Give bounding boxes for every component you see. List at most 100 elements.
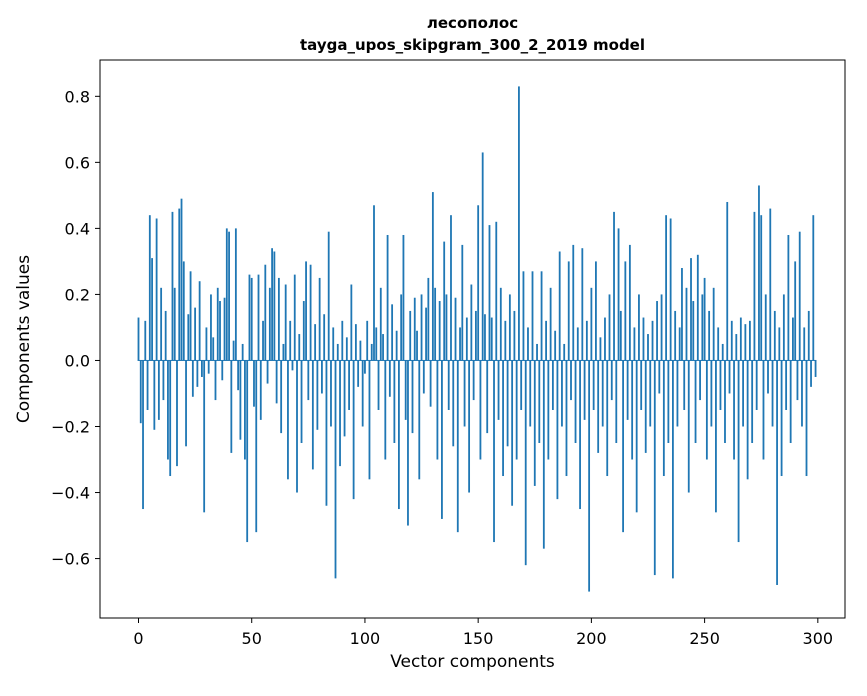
bar xyxy=(751,360,754,443)
bar xyxy=(592,360,595,410)
bar xyxy=(277,277,280,361)
bar xyxy=(377,360,380,410)
bar xyxy=(479,360,482,460)
bar xyxy=(203,360,206,513)
bar xyxy=(155,218,158,361)
bar xyxy=(672,360,674,579)
bar xyxy=(780,360,783,477)
bar xyxy=(398,360,400,510)
bar xyxy=(255,360,258,533)
bar xyxy=(418,360,421,480)
bar xyxy=(565,360,568,477)
bar xyxy=(198,281,201,361)
bar xyxy=(764,294,767,361)
bar xyxy=(658,360,661,394)
bar xyxy=(434,287,437,361)
bar xyxy=(769,208,772,361)
bar xyxy=(248,274,251,361)
bar xyxy=(234,228,237,361)
bar xyxy=(721,343,724,361)
bar xyxy=(454,297,457,361)
bar xyxy=(606,360,609,477)
bar xyxy=(348,360,350,410)
bar xyxy=(558,251,561,361)
bar xyxy=(200,360,203,377)
bar xyxy=(456,360,459,533)
bar xyxy=(445,294,448,361)
bar xyxy=(638,294,640,361)
bar xyxy=(411,360,414,434)
bar xyxy=(359,340,362,361)
bar xyxy=(590,287,593,361)
y-tick-label: 0.4 xyxy=(65,219,90,238)
bar xyxy=(282,343,285,361)
y-tick-label: 0.0 xyxy=(65,351,90,370)
bar xyxy=(640,360,643,410)
bar xyxy=(767,360,769,394)
bar xyxy=(522,271,525,361)
bar xyxy=(635,360,638,513)
bar xyxy=(167,360,169,460)
bar xyxy=(232,340,235,361)
bar xyxy=(567,261,570,361)
x-tick-label: 200 xyxy=(576,629,607,648)
bar xyxy=(733,360,735,460)
bar xyxy=(511,360,514,506)
bar xyxy=(409,310,412,361)
bar xyxy=(807,310,810,361)
bar xyxy=(452,360,455,447)
bar xyxy=(461,244,464,361)
bar xyxy=(585,320,588,361)
bar xyxy=(814,360,817,377)
bar xyxy=(187,314,190,361)
x-tick-label: 300 xyxy=(803,629,834,648)
bar xyxy=(710,360,713,427)
bar xyxy=(520,360,523,410)
bar xyxy=(656,301,658,361)
bar xyxy=(708,310,711,361)
bar xyxy=(146,360,149,410)
bar xyxy=(472,360,475,401)
bar xyxy=(402,234,405,361)
x-tick-label: 100 xyxy=(350,629,381,648)
bar xyxy=(678,327,681,361)
y-tick-label: −0.6 xyxy=(51,550,90,569)
bar xyxy=(583,360,586,420)
bar xyxy=(271,248,273,361)
bar xyxy=(366,320,369,361)
bar xyxy=(413,297,416,361)
bar xyxy=(144,320,147,361)
bar xyxy=(696,254,699,361)
bar xyxy=(730,320,733,361)
bar xyxy=(345,337,348,361)
bar xyxy=(314,324,317,361)
bar xyxy=(212,337,215,361)
bar xyxy=(450,215,452,361)
bar xyxy=(576,327,579,361)
bar xyxy=(762,360,765,460)
bar xyxy=(755,360,758,410)
bar xyxy=(660,294,663,361)
bar xyxy=(429,360,432,407)
bar xyxy=(474,310,477,361)
bar xyxy=(382,334,384,361)
bar xyxy=(470,284,473,361)
bar xyxy=(604,317,606,361)
bar xyxy=(529,360,532,427)
chart-title-model: tayga_upos_skipgram_300_2_2019 model xyxy=(300,36,645,54)
bar xyxy=(311,360,314,470)
x-tick-label: 50 xyxy=(242,629,262,648)
bar xyxy=(739,317,742,361)
bar xyxy=(259,360,262,420)
bar xyxy=(330,360,332,427)
bar xyxy=(210,294,212,361)
bar xyxy=(459,327,461,361)
bar xyxy=(388,360,391,397)
bar xyxy=(241,343,244,361)
bar xyxy=(626,360,629,420)
bar xyxy=(782,294,785,361)
bar xyxy=(681,268,683,361)
bar xyxy=(339,360,341,467)
bar xyxy=(527,327,529,361)
bar xyxy=(354,324,357,361)
